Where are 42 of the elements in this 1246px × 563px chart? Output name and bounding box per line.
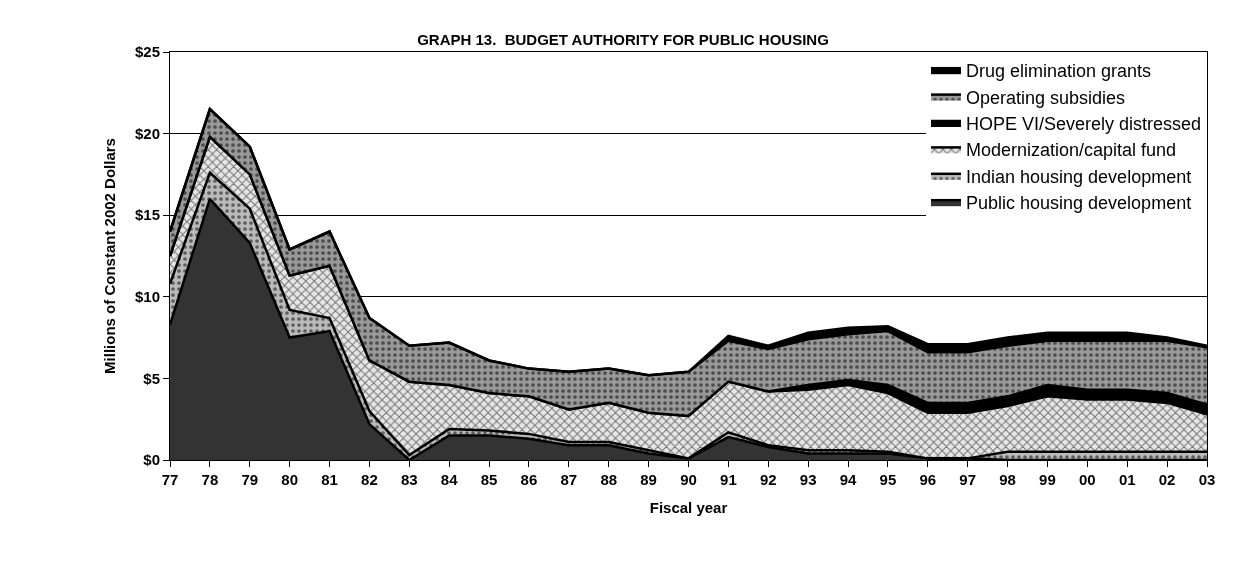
legend-label: Indian housing development bbox=[966, 166, 1192, 187]
x-tick-label: 97 bbox=[959, 471, 977, 488]
x-tick-label: 01 bbox=[1118, 471, 1136, 488]
x-tick-label: 85 bbox=[480, 471, 498, 488]
y-tick-label: $20 bbox=[134, 124, 160, 142]
x-tick-label: 82 bbox=[361, 471, 378, 488]
legend-label: HOPE VI/Severely distressed bbox=[966, 114, 1202, 135]
x-tick-label: 90 bbox=[680, 471, 697, 488]
legend-label: Public housing development bbox=[966, 193, 1192, 214]
x-tick-label: 92 bbox=[759, 471, 777, 488]
x-tick-label: 84 bbox=[440, 471, 459, 488]
x-tick-label: 93 bbox=[799, 471, 817, 488]
chart-title: GRAPH 13. BUDGET AUTHORITY FOR PUBLIC HOUSING bbox=[417, 30, 829, 48]
x-tick-label: 03 bbox=[1198, 471, 1216, 488]
legend-label: Operating subsidies bbox=[966, 87, 1126, 108]
x-tick-label: 91 bbox=[720, 471, 737, 488]
y-axis-title: Millions of Constant 2002 Dollars bbox=[101, 138, 119, 374]
x-tick-label: 77 bbox=[161, 471, 179, 488]
x-tick-label: 00 bbox=[1079, 471, 1096, 488]
x-tick-label: 80 bbox=[281, 471, 298, 488]
x-tick-label: 94 bbox=[839, 471, 858, 488]
x-tick-label: 99 bbox=[1039, 471, 1056, 488]
x-tick-label: 86 bbox=[520, 471, 538, 488]
x-tick-label: 79 bbox=[241, 471, 259, 488]
x-tick-label: 98 bbox=[999, 471, 1016, 488]
x-axis-title: Fiscal year bbox=[649, 499, 728, 516]
y-tick-label: $10 bbox=[134, 288, 160, 306]
y-tick-label: $15 bbox=[134, 206, 160, 224]
x-tick-label: 83 bbox=[400, 471, 418, 488]
y-tick-label: $0 bbox=[143, 451, 160, 469]
x-tick-label: 96 bbox=[919, 471, 937, 488]
x-tick-label: 02 bbox=[1158, 471, 1176, 488]
legend-label: Drug elimination grants bbox=[966, 61, 1152, 82]
x-tick-label: 81 bbox=[321, 471, 338, 488]
y-tick-label: $5 bbox=[143, 369, 160, 387]
y-tick-label: $25 bbox=[134, 43, 160, 61]
x-tick-label: 78 bbox=[201, 471, 219, 488]
x-tick-label: 88 bbox=[600, 471, 618, 488]
x-tick-label: 89 bbox=[640, 471, 657, 488]
x-tick-label: 95 bbox=[879, 471, 897, 488]
legend-label: Modernization/capital fund bbox=[966, 140, 1177, 161]
x-tick-label: 87 bbox=[560, 471, 578, 488]
